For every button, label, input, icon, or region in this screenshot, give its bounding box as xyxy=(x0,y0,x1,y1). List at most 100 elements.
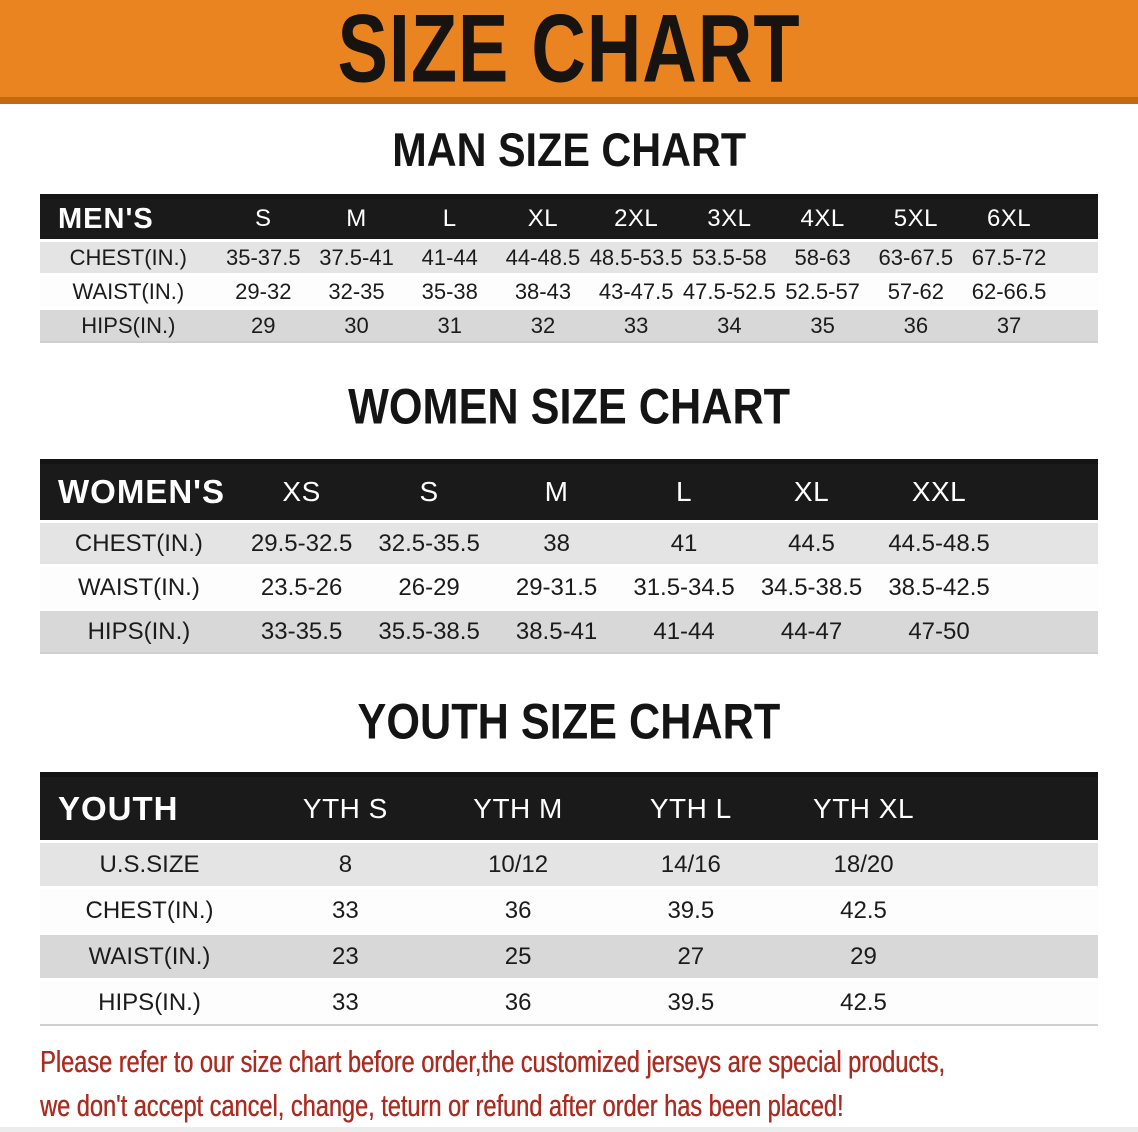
measurement-cell: 29.5-32.5 xyxy=(250,529,353,557)
measurement-cell: 44-48.5 xyxy=(505,244,581,270)
bottom-edge-strip xyxy=(0,1127,1138,1132)
filler-cell xyxy=(1056,275,1098,309)
measurement-cell: 35-37.5 xyxy=(225,244,301,270)
youth-size-table: YOUTH YTH S YTH M YTH L YTH XL U.S.SIZE 8 10/12… xyxy=(40,772,1098,1026)
table-row: CHEST(IN.) 35-37.5 37.5-41 41-44 44-48.5 48.5… xyxy=(40,240,1098,275)
measurement-cell: 53.5-58 xyxy=(692,244,767,270)
measurement-cell: 27 xyxy=(677,942,705,970)
size-column-header: YTH L xyxy=(604,774,778,843)
row-label: WAIST(IN.) xyxy=(72,278,185,304)
size-column-header: M xyxy=(309,196,404,242)
measurement-cell: 42.5 xyxy=(840,896,887,924)
row-label: HIPS(IN.) xyxy=(87,617,191,645)
row-label: WAIST(IN.) xyxy=(88,942,211,970)
size-column-header: 2XL xyxy=(589,196,683,242)
measurement-cell: 23 xyxy=(332,942,359,970)
notice-line-2: we don't accept cancel, change, teturn o… xyxy=(40,1088,844,1123)
measurement-cell: 41-44 xyxy=(653,617,715,645)
size-column-header: M xyxy=(492,461,621,523)
measurement-cell: 34.5-38.5 xyxy=(760,573,863,601)
measurement-cell: 34 xyxy=(717,312,742,338)
measurement-cell: 32-35 xyxy=(328,278,385,304)
row-label: CHEST(IN.) xyxy=(74,529,203,557)
measurement-cell: 35-38 xyxy=(421,278,478,304)
size-column-header: XXL xyxy=(875,461,1003,523)
measurement-cell: 35.5-38.5 xyxy=(378,617,480,645)
women-size-section: WOMEN SIZE CHART WOMEN'S XS S M L XL XXL CHEST(… xyxy=(0,377,1138,654)
measurement-cell: 29-32 xyxy=(235,278,292,304)
table-row: WAIST(IN.) 29-32 32-35 35-38 38-43 43-47.5 47.… xyxy=(40,274,1098,309)
filler-cell xyxy=(950,934,1098,980)
filler-cell xyxy=(949,774,1098,843)
measurement-cell: 25 xyxy=(504,942,532,970)
page-title-text: SIZE CHART xyxy=(337,0,801,103)
measurement-cell: 33-35.5 xyxy=(260,617,343,645)
table-header-row: MEN'S S M L XL 2XL 3XL 4XL 5XL 6XL xyxy=(40,196,1098,242)
measurement-cell: 47.5-52.5 xyxy=(682,278,776,304)
men-section-heading: MAN SIZE CHART xyxy=(392,124,746,177)
filler-cell xyxy=(1003,566,1098,610)
youth-size-section: YOUTH SIZE CHART YOUTH YTH S YTH M YTH L YTH… xyxy=(0,693,1138,1026)
measurement-cell: 52.5-57 xyxy=(785,278,860,304)
filler-cell xyxy=(1056,309,1098,343)
women-size-table: WOMEN'S XS S M L XL XXL CHEST(IN.) 29.5-32.5 32.5… xyxy=(40,459,1098,654)
table-header-row: WOMEN'S XS S M L XL XXL xyxy=(40,461,1098,523)
men-size-table: MEN'S S M L XL 2XL 3XL 4XL 5XL 6XL CHEST(IN.) 35-37… xyxy=(40,194,1098,343)
table-header-row: YOUTH YTH S YTH M YTH L YTH XL xyxy=(40,774,1098,843)
measurement-cell: 29 xyxy=(251,312,276,338)
measurement-cell: 58-63 xyxy=(794,244,851,270)
men-size-section: MAN SIZE CHART MEN'S S M L XL 2XL 3XL 4XL 5XL 6XL… xyxy=(0,124,1138,343)
row-label: HIPS(IN.) xyxy=(98,988,201,1016)
measurement-cell: 33 xyxy=(332,896,359,924)
measurement-cell: 38.5-42.5 xyxy=(888,573,990,601)
measurement-cell: 31 xyxy=(437,312,462,338)
measurement-cell: 33 xyxy=(623,312,649,338)
table-row: U.S.SIZE 8 10/12 14/16 18/20 xyxy=(40,841,1098,888)
measurement-cell: 39.5 xyxy=(667,896,715,924)
measurement-cell: 10/12 xyxy=(488,850,549,878)
measurement-cell: 47-50 xyxy=(908,617,970,645)
measurement-cell: 35 xyxy=(810,312,835,338)
measurement-cell: 30 xyxy=(344,312,369,338)
measurement-cell: 33 xyxy=(332,988,359,1016)
table-corner-label: YOUTH xyxy=(40,774,260,843)
measurement-cell: 36 xyxy=(504,896,532,924)
size-column-header: XL xyxy=(747,461,876,523)
order-notice: Please refer to our size chart before or… xyxy=(40,1040,1138,1128)
measurement-cell: 8 xyxy=(338,850,353,878)
filler-cell xyxy=(950,980,1098,1026)
banner: SIZE CHART xyxy=(0,0,1138,104)
filler-cell xyxy=(1002,461,1098,523)
table-row: CHEST(IN.) 33 36 39.5 42.5 xyxy=(40,887,1098,934)
measurement-cell: 26-29 xyxy=(398,573,460,601)
page-title: SIZE CHART xyxy=(306,0,832,96)
table-row: HIPS(IN.) 33 36 39.5 42.5 xyxy=(40,979,1098,1026)
size-column-header: L xyxy=(620,461,748,523)
women-section-heading: WOMEN SIZE CHART xyxy=(347,377,790,435)
measurement-cell: 43-47.5 xyxy=(598,278,674,304)
table-corner-label: WOMEN'S xyxy=(40,461,238,523)
measurement-cell: 31.5-34.5 xyxy=(633,573,735,601)
size-column-header: 6XL xyxy=(962,196,1056,242)
table-row: HIPS(IN.) 33-35.5 35.5-38.5 38.5-41 41-44 44-… xyxy=(40,609,1098,654)
filler-cell xyxy=(1055,196,1098,242)
size-column-header: XS xyxy=(237,461,366,523)
measurement-cell: 29-31.5 xyxy=(515,573,598,601)
filler-cell xyxy=(1003,610,1098,654)
size-column-header: 3XL xyxy=(682,196,776,242)
measurement-cell: 42.5 xyxy=(840,988,887,1016)
table-row: WAIST(IN.) 23.5-26 26-29 29-31.5 31.5-34.5 34… xyxy=(40,565,1098,610)
measurement-cell: 14/16 xyxy=(660,850,721,878)
measurement-cell: 36 xyxy=(903,312,929,338)
row-label: CHEST(IN.) xyxy=(85,896,214,924)
measurement-cell: 38.5-41 xyxy=(515,617,598,645)
size-column-header: 5XL xyxy=(869,196,963,242)
measurement-cell: 41 xyxy=(670,529,698,557)
table-row: HIPS(IN.) 29 30 31 32 33 34 35 36 37 xyxy=(40,308,1098,343)
measurement-cell: 39.5 xyxy=(667,988,715,1016)
measurement-cell: 48.5-53.5 xyxy=(589,244,683,270)
size-column-header: YTH S xyxy=(259,774,432,843)
measurement-cell: 57-62 xyxy=(887,278,944,304)
size-column-header: S xyxy=(365,461,493,523)
measurement-cell: 23.5-26 xyxy=(260,573,343,601)
